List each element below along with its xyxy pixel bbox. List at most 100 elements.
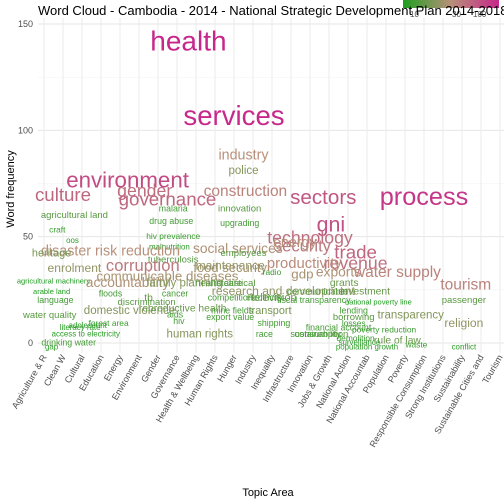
word-label: environment — [66, 167, 190, 192]
word-label: electricity — [246, 293, 283, 303]
word-label: technology — [267, 227, 353, 247]
word-label: drug abuse — [149, 216, 193, 226]
word-label: mine fields — [211, 305, 254, 315]
legend-tick-label: 10 — [410, 10, 419, 19]
word-label: governance — [119, 188, 217, 209]
word-label: police — [228, 165, 258, 177]
chart-title: Word Cloud - Cambodia - 2014 - National … — [38, 3, 504, 18]
word-label: forest area — [89, 318, 129, 328]
plot-grid — [38, 18, 504, 353]
word-layer: healthservicesindustrypoliceenvironmentg… — [17, 26, 491, 352]
word-label: shipping — [258, 318, 291, 328]
y-tick-label: 50 — [23, 232, 33, 242]
word-label: culture — [35, 184, 91, 205]
word-label: security — [274, 237, 332, 256]
word-label: enrolment — [48, 261, 102, 275]
word-label: religion — [444, 316, 483, 330]
word-label: race — [256, 329, 273, 339]
word-label: cancer — [162, 288, 188, 298]
word-label: communicable — [287, 286, 348, 297]
word-label: family planning — [146, 277, 223, 289]
word-label: hiv — [173, 316, 185, 326]
word-label: surveillance — [339, 338, 381, 347]
y-tick-label: 150 — [18, 19, 33, 29]
word-label: passenger — [442, 295, 486, 306]
legend: 10 30 100 — [403, 0, 499, 19]
legend-tick-label: 30 — [452, 10, 461, 19]
word-label: sectors — [290, 186, 356, 209]
word-label: population growth — [336, 342, 398, 351]
word-label: hiv prevalence — [146, 231, 200, 241]
word-label: oos — [66, 236, 79, 245]
word-label: national poverty line — [345, 298, 412, 307]
word-label: construction — [204, 183, 288, 200]
word-label: discrimination — [118, 297, 176, 308]
word-label: competition — [208, 293, 253, 303]
word-label: tb — [144, 293, 153, 304]
word-label: productivity — [267, 256, 342, 272]
word-label: upgrading — [220, 218, 259, 228]
word-label: transport — [249, 305, 292, 317]
word-label: energy — [273, 235, 318, 251]
word-label: agricultural land — [41, 210, 108, 221]
word-label: sustainability — [291, 329, 342, 339]
legend-tick-label: 100 — [473, 10, 487, 19]
word-label: gap — [45, 342, 59, 351]
word-label: fiscal transparency — [277, 295, 351, 305]
word-label: poverty reduction — [352, 324, 417, 334]
word-label: accountability — [86, 275, 170, 290]
word-label: revenue — [324, 253, 388, 273]
word-label: corruption — [106, 256, 180, 275]
word-label: human rights — [167, 329, 234, 341]
word-label: aids — [167, 310, 184, 320]
word-label: craft — [49, 225, 66, 235]
word-label: health care — [195, 278, 242, 289]
word-label: lending — [340, 305, 368, 315]
word-label: rule of law — [374, 336, 421, 347]
word-label: maintenance — [196, 259, 266, 273]
word-label: research and development — [212, 284, 356, 298]
word-label: demolition — [337, 333, 376, 343]
word-label: employees — [221, 248, 267, 259]
word-label: language — [37, 295, 73, 305]
word-label: drinking water — [41, 337, 96, 347]
word-label: tourism — [440, 277, 491, 294]
y-axis: 0 50 100 150 — [18, 19, 33, 348]
word-label: health — [150, 26, 226, 57]
word-label: conflict — [452, 342, 477, 351]
word-label: radio — [263, 267, 282, 277]
word-label: consumption — [294, 329, 348, 340]
word-label: access to electricity — [52, 330, 120, 339]
word-label: waste — [404, 339, 427, 349]
word-label: malnutrition — [149, 242, 190, 251]
legend-color-bar — [403, 0, 499, 8]
word-label: trade — [334, 242, 377, 263]
word-label: grants — [330, 278, 359, 289]
word-label: gdp — [291, 266, 313, 281]
word-label: domestic violence — [84, 305, 175, 317]
word-label: innovation — [218, 204, 261, 215]
word-label: communicable diseases — [97, 269, 239, 284]
word-label: tuberculosis — [148, 255, 199, 266]
word-label: floods — [99, 288, 123, 298]
word-label: transparency — [377, 309, 444, 321]
word-label: adolescent — [69, 321, 108, 330]
word-label: reproductive health — [139, 304, 227, 315]
y-axis-title: Word frequency — [5, 150, 17, 228]
word-label: social services — [193, 241, 283, 256]
word-label: process — [380, 183, 469, 211]
word-label: gni — [317, 213, 346, 237]
word-label: disaster risk reduction — [41, 243, 180, 259]
word-label: literacy rate — [60, 323, 101, 332]
word-label: water quality — [22, 310, 77, 321]
word-label: exports — [316, 264, 361, 279]
word-label: financial account — [306, 322, 372, 332]
word-label: television — [251, 292, 296, 304]
x-axis-title: Topic Area — [242, 487, 294, 499]
word-label: heritage — [32, 248, 71, 260]
word-label: malaria — [159, 203, 188, 213]
word-label: losses — [342, 318, 366, 328]
word-label: export value — [206, 312, 254, 322]
word-label: arable land — [33, 287, 70, 296]
